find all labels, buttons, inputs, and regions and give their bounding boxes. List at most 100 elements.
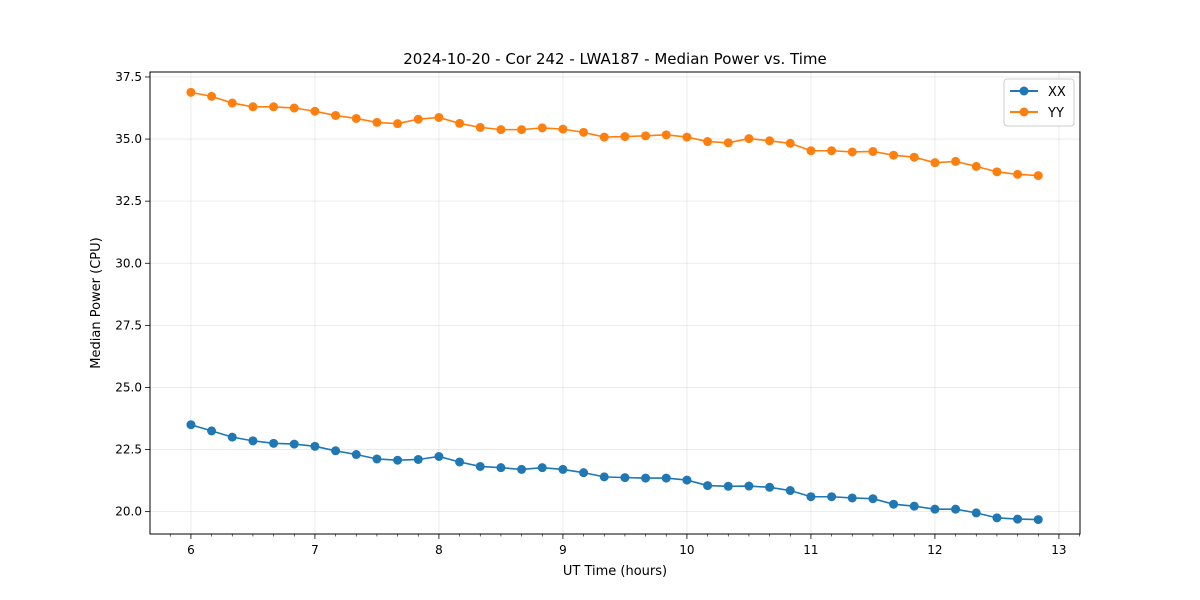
data-point-yy <box>744 134 754 144</box>
data-point-yy <box>475 122 485 132</box>
y-tick-label: 37.5 <box>115 70 142 84</box>
data-point-yy <box>620 132 630 142</box>
data-point-yy <box>971 161 981 171</box>
data-point-xx <box>227 432 237 442</box>
y-axis-label: Median Power (CPU) <box>89 237 104 368</box>
data-point-xx <box>703 481 713 491</box>
x-tick-label: 12 <box>927 543 942 557</box>
data-point-xx <box>413 454 423 464</box>
series-line-yy <box>190 91 1039 177</box>
data-point-yy <box>434 112 444 122</box>
data-point-yy <box>558 124 568 134</box>
y-tick-label: 22.5 <box>115 443 142 457</box>
tick-layer: 6 7 8 9 10 11 12 13 20.0 22.5 25.0 27.5 30.0 32.5 35.0… <box>115 70 1080 557</box>
data-point-xx <box>806 492 816 502</box>
x-tick-label: 6 <box>187 543 195 557</box>
legend-label-xx: XX <box>1048 85 1066 100</box>
chart-title: 2024-10-20 - Cor 242 - LWA187 - Median P… <box>403 50 827 68</box>
data-point-xx <box>930 504 940 514</box>
legend: XX YY <box>1003 78 1075 127</box>
data-point-yy <box>393 119 403 129</box>
plot-frame <box>149 71 1081 535</box>
data-point-xx <box>889 499 899 509</box>
x-tick-label: 9 <box>559 543 567 557</box>
data-point-yy <box>517 125 527 135</box>
data-point-yy <box>599 132 609 142</box>
data-point-xx <box>558 464 568 474</box>
y-tick-label: 35.0 <box>115 132 142 146</box>
data-point-xx <box>744 481 754 491</box>
data-point-yy <box>186 87 196 97</box>
data-point-xx <box>434 452 444 462</box>
x-axis-label: UT Time (hours) <box>563 564 667 579</box>
data-point-yy <box>909 152 919 162</box>
data-point-xx <box>207 426 217 436</box>
data-point-yy <box>992 167 1002 177</box>
data-point-xx <box>641 473 651 483</box>
data-point-xx <box>1033 515 1043 525</box>
series-layer <box>186 87 1043 525</box>
data-point-xx <box>351 450 361 460</box>
grid-layer <box>150 72 1080 534</box>
data-point-yy <box>661 130 671 140</box>
x-tick-label: 11 <box>803 543 818 557</box>
data-point-yy <box>951 156 961 166</box>
data-point-yy <box>248 102 258 112</box>
data-point-yy <box>372 117 382 127</box>
x-tick-label: 7 <box>311 543 319 557</box>
data-point-xx <box>496 463 506 473</box>
y-tick-label: 32.5 <box>115 194 142 208</box>
data-point-yy <box>847 147 857 157</box>
data-point-xx <box>372 454 382 464</box>
data-point-xx <box>393 455 403 465</box>
data-point-yy <box>868 146 878 156</box>
legend-label-yy: YY <box>1047 106 1064 121</box>
data-point-yy <box>537 123 547 133</box>
x-tick-label: 13 <box>1051 543 1066 557</box>
data-point-yy <box>289 103 299 113</box>
legend-marker-xx <box>1019 86 1029 96</box>
data-point-xx <box>1013 514 1023 524</box>
data-point-yy <box>351 113 361 123</box>
data-point-xx <box>909 501 919 511</box>
data-point-yy <box>310 106 320 116</box>
data-point-xx <box>785 486 795 496</box>
x-tick-label: 8 <box>435 543 443 557</box>
data-point-xx <box>992 513 1002 523</box>
data-point-yy <box>641 131 651 141</box>
data-point-xx <box>951 504 961 514</box>
data-point-xx <box>661 473 671 483</box>
data-point-yy <box>806 146 816 156</box>
data-point-yy <box>765 136 775 146</box>
data-point-yy <box>579 127 589 137</box>
y-tick-label: 20.0 <box>115 505 142 519</box>
data-point-xx <box>455 457 465 467</box>
data-point-yy <box>827 146 837 156</box>
data-point-xx <box>682 475 692 485</box>
data-point-xx <box>186 420 196 430</box>
data-point-yy <box>269 102 279 112</box>
data-point-xx <box>537 463 547 473</box>
y-tick-label: 25.0 <box>115 380 142 394</box>
data-point-xx <box>331 446 341 456</box>
data-point-yy <box>496 125 506 135</box>
data-point-yy <box>1013 169 1023 179</box>
data-point-yy <box>785 138 795 148</box>
data-point-yy <box>889 150 899 160</box>
data-point-xx <box>620 473 630 483</box>
y-tick-label: 27.5 <box>115 318 142 332</box>
data-point-xx <box>475 461 485 471</box>
legend-marker-yy <box>1019 107 1029 117</box>
data-point-xx <box>269 438 279 448</box>
data-point-xx <box>289 439 299 449</box>
data-point-yy <box>703 137 713 147</box>
data-point-xx <box>868 494 878 504</box>
data-point-yy <box>455 118 465 128</box>
data-point-xx <box>599 472 609 482</box>
data-point-xx <box>517 464 527 474</box>
data-point-xx <box>248 436 258 446</box>
data-point-xx <box>579 468 589 478</box>
data-point-xx <box>847 493 857 503</box>
